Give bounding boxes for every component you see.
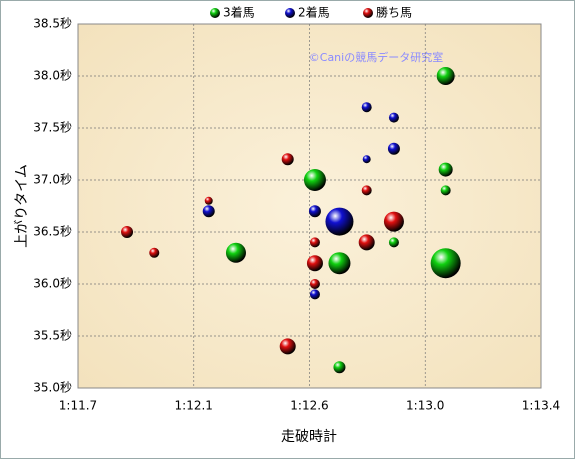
bubble [383, 211, 404, 232]
bubble [303, 169, 326, 191]
bubble [361, 185, 372, 196]
bubble [358, 234, 375, 251]
bubble [309, 237, 320, 248]
bubble [309, 279, 320, 289]
bubble [430, 248, 461, 279]
y-axis-label: 上がりタイム [14, 164, 30, 248]
bubble [225, 242, 246, 263]
x-tick-label: 1:11.7 [59, 399, 97, 413]
y-tick-label: 35.0秒 [33, 381, 72, 395]
bubble [204, 196, 213, 205]
y-tick-label: 37.0秒 [33, 173, 72, 187]
y-tick-label: 38.5秒 [33, 17, 72, 31]
legend-label: 2着馬 [298, 5, 330, 20]
legend-marker [285, 8, 295, 18]
x-tick-label: 1:13.0 [406, 399, 444, 413]
bubble [440, 185, 451, 196]
bubble [388, 237, 399, 248]
bubble [436, 67, 455, 85]
bubble [438, 162, 453, 177]
legend-label: 3着馬 [223, 5, 255, 20]
bubble [362, 155, 371, 164]
x-tick-label: 1:12.6 [290, 399, 328, 413]
bubble [387, 142, 400, 155]
y-tick-label: 36.0秒 [33, 277, 72, 291]
y-tick-label: 36.5秒 [33, 225, 72, 239]
bubble [388, 112, 399, 123]
y-tick-label: 35.5秒 [33, 329, 72, 343]
x-tick-label: 1:13.4 [522, 399, 560, 413]
legend-label: 勝ち馬 [376, 5, 412, 20]
legend-marker [363, 8, 373, 18]
y-tick-label: 37.5秒 [33, 121, 72, 135]
bubble [361, 102, 372, 113]
x-axis-label: 走破時計 [281, 429, 337, 445]
bubble [309, 289, 320, 300]
bubble [308, 205, 321, 218]
bubble [121, 226, 134, 238]
x-tick-label: 1:12.1 [175, 399, 213, 413]
bubble [333, 361, 346, 374]
bubble [281, 153, 294, 166]
annotation: ©Caniの競馬データ研究室 [309, 50, 443, 64]
y-tick-label: 38.0秒 [33, 69, 72, 83]
bubble [149, 247, 160, 258]
bubble [325, 207, 354, 236]
legend-marker [210, 8, 220, 18]
bubble [279, 338, 296, 355]
bubble [328, 252, 351, 275]
bubble [202, 205, 215, 218]
bubble [306, 255, 323, 272]
